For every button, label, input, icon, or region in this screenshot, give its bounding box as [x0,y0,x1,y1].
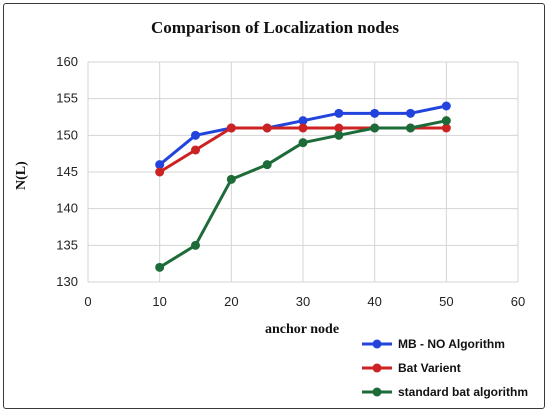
chart-frame [3,3,545,409]
data-point [226,123,236,133]
y-tick-label: 145 [56,164,78,179]
data-point [298,123,308,133]
x-tick-label: 20 [224,294,238,309]
legend-item: Bat Varient [360,357,540,381]
data-point [226,174,236,184]
y-axis-ticks: 130 135 140 145 150 155 160 [56,54,78,289]
grid-lines [87,61,519,283]
x-tick-label: 30 [296,294,310,309]
legend-label: Bat Varient [398,361,461,375]
data-point [441,123,451,133]
data-point [191,130,200,140]
data-point [441,101,451,111]
data-point [155,160,165,170]
x-tick-label: 50 [439,294,453,309]
y-tick-label: 130 [56,274,78,289]
y-axis-label: N(L) [14,161,29,190]
data-point [406,108,415,118]
legend-swatch [362,339,392,349]
data-point [155,167,165,177]
x-tick-label: 60 [511,294,525,309]
data-point [334,108,344,118]
series-2 [155,116,451,272]
data-point [334,123,344,133]
legend-swatch [362,387,392,397]
data-point [406,123,415,133]
x-tick-label: 0 [84,294,91,309]
x-axis-label: anchor node [265,322,340,337]
data-point [298,116,308,126]
y-tick-label: 135 [56,237,78,252]
data-point [262,160,272,170]
legend-label: MB - NO Algorithm [398,337,505,351]
legend-label: standard bat algorithm [398,385,529,399]
legend-item: MB - NO Algorithm [360,333,540,357]
x-tick-label: 40 [367,294,381,309]
y-tick-label: 140 [56,201,78,216]
data-point [155,262,165,272]
data-point [334,130,344,140]
x-axis-ticks: 0 10 20 30 40 50 60 [84,294,525,309]
data-point [370,108,380,118]
legend-swatch [362,363,392,373]
y-tick-label: 150 [56,127,78,142]
legend: MB - NO Algorithm Bat Varient standard bat… [360,333,540,405]
series-layer [155,101,451,272]
data-point [441,116,451,126]
legend-item: standard bat algorithm [360,381,540,405]
data-point [298,138,308,148]
data-point [191,145,200,155]
y-tick-label: 155 [56,91,78,106]
data-point [262,123,272,133]
x-tick-label: 10 [152,294,166,309]
data-point [191,240,200,250]
y-tick-label: 160 [56,54,78,69]
chart-title: Comparison of Localization nodes [151,18,399,37]
data-point [370,123,380,133]
